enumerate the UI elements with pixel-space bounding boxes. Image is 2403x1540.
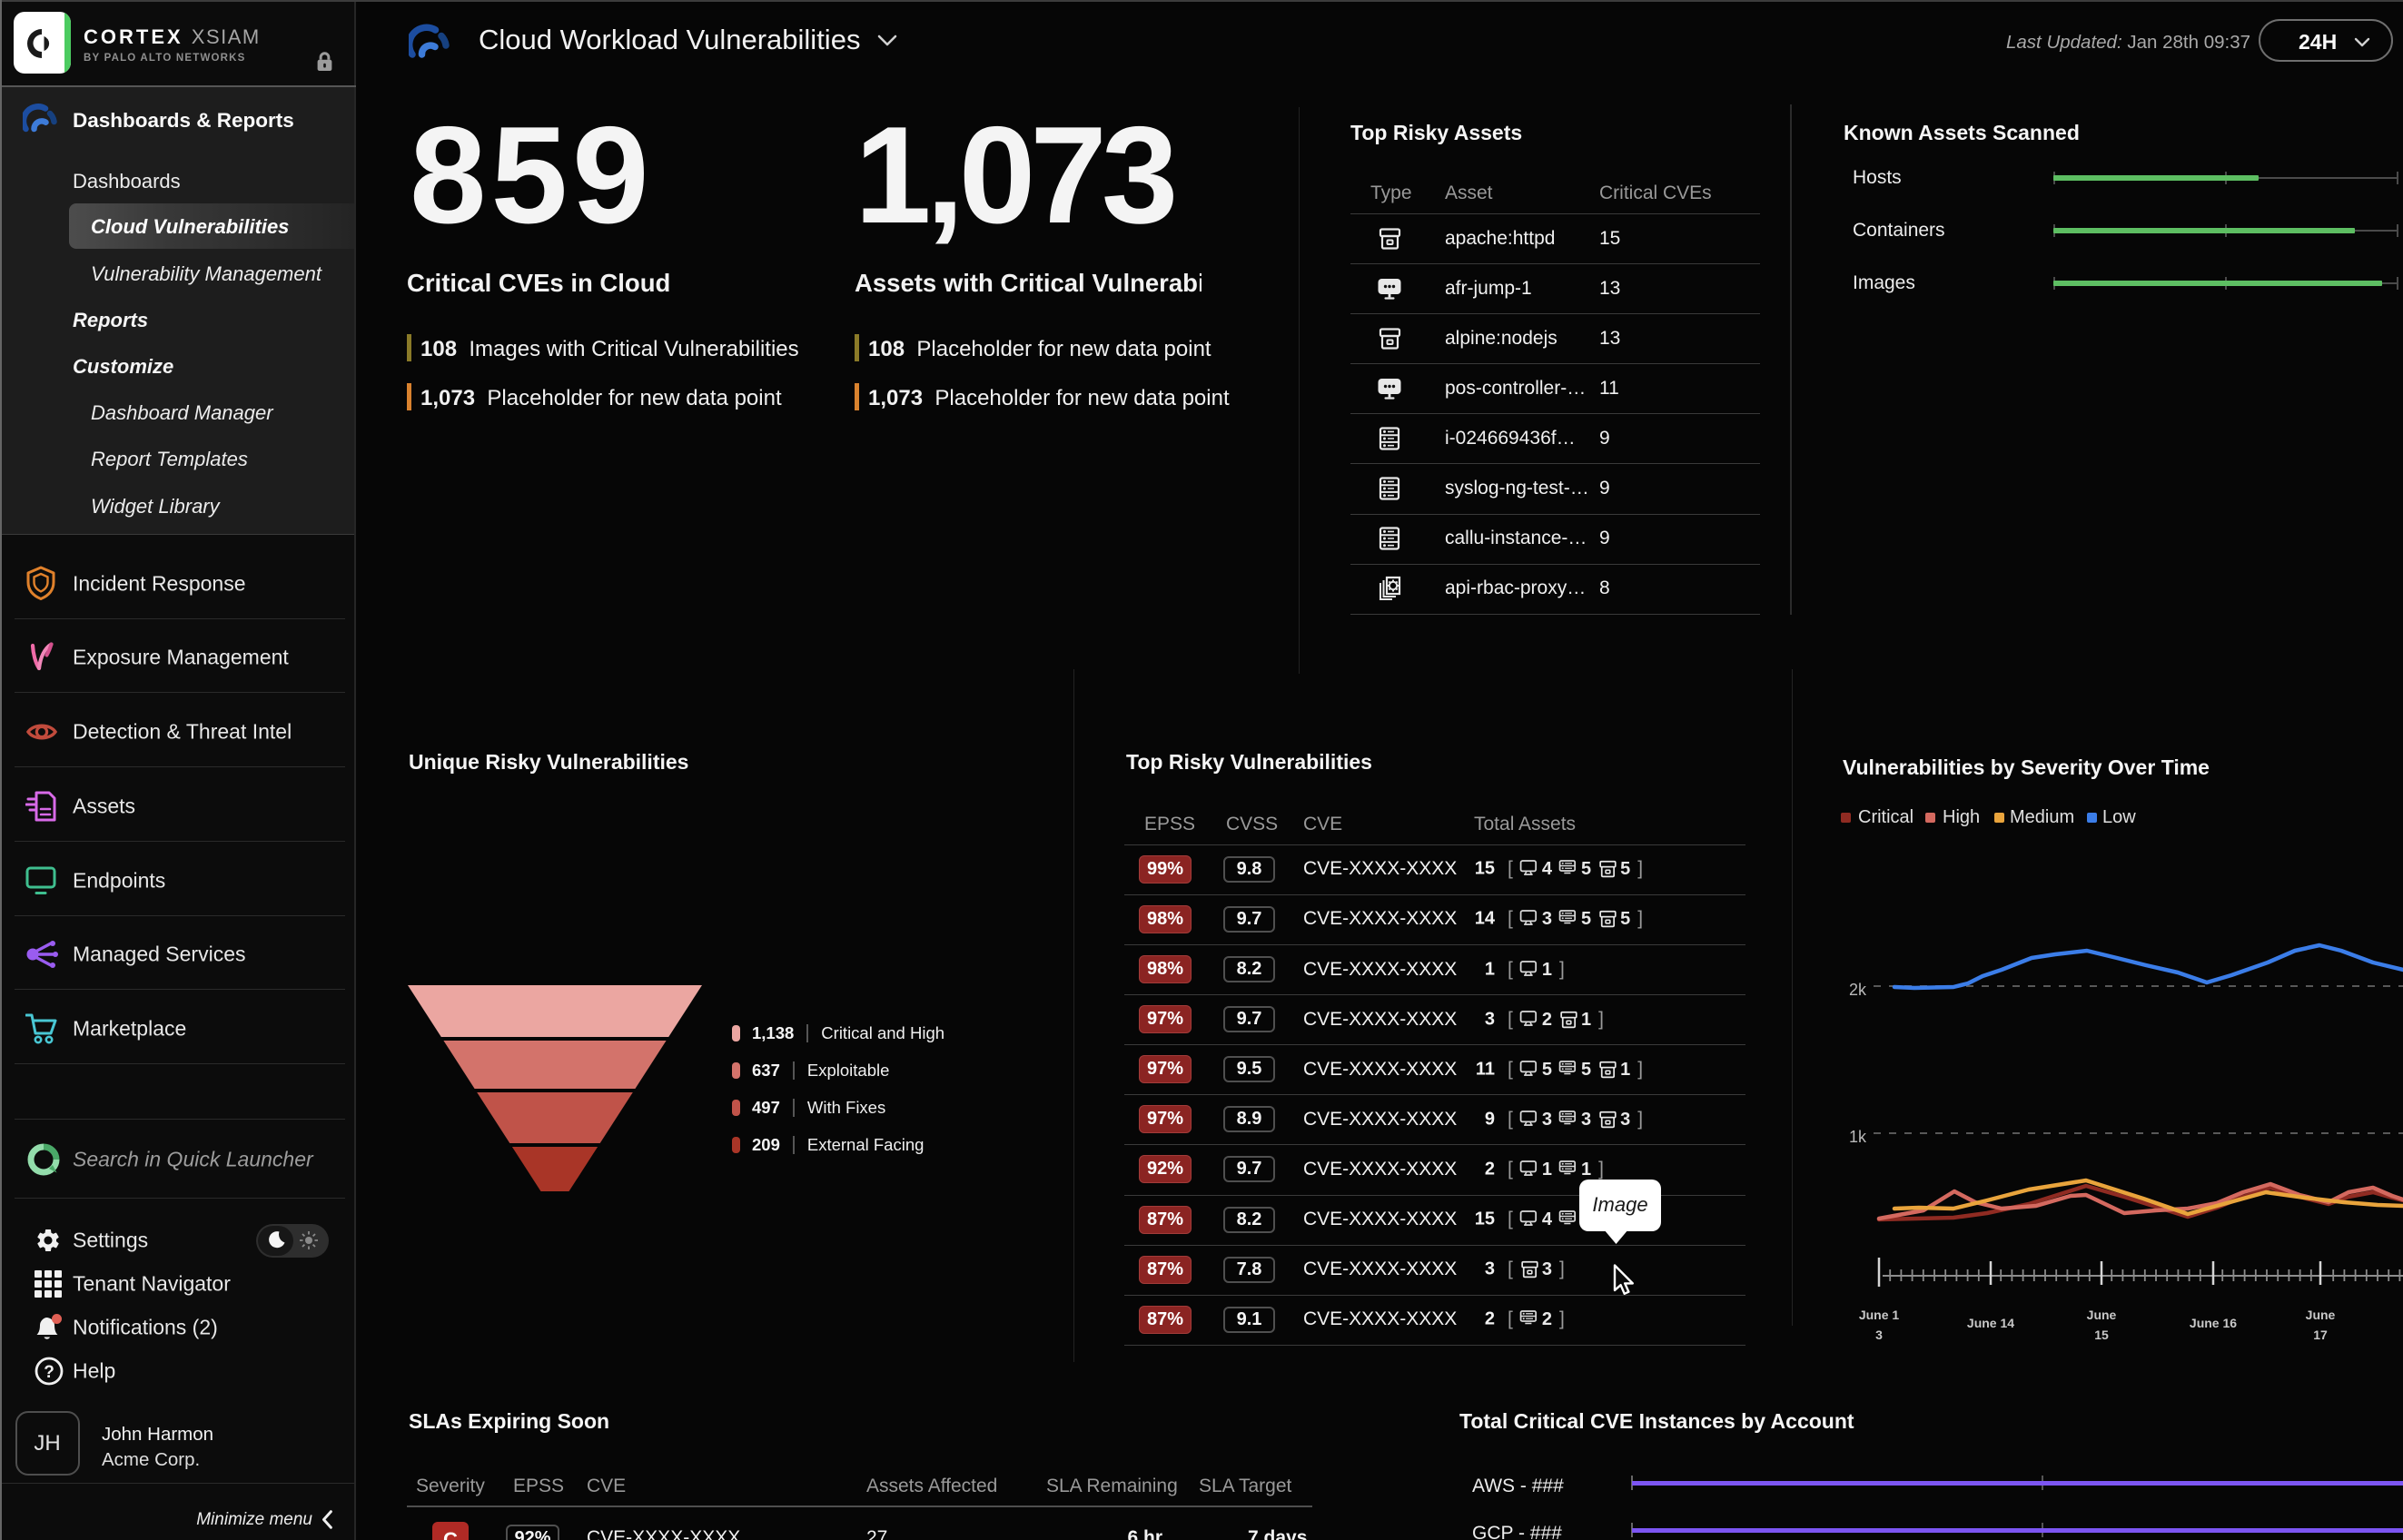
svg-text:?: ?: [44, 1363, 54, 1382]
